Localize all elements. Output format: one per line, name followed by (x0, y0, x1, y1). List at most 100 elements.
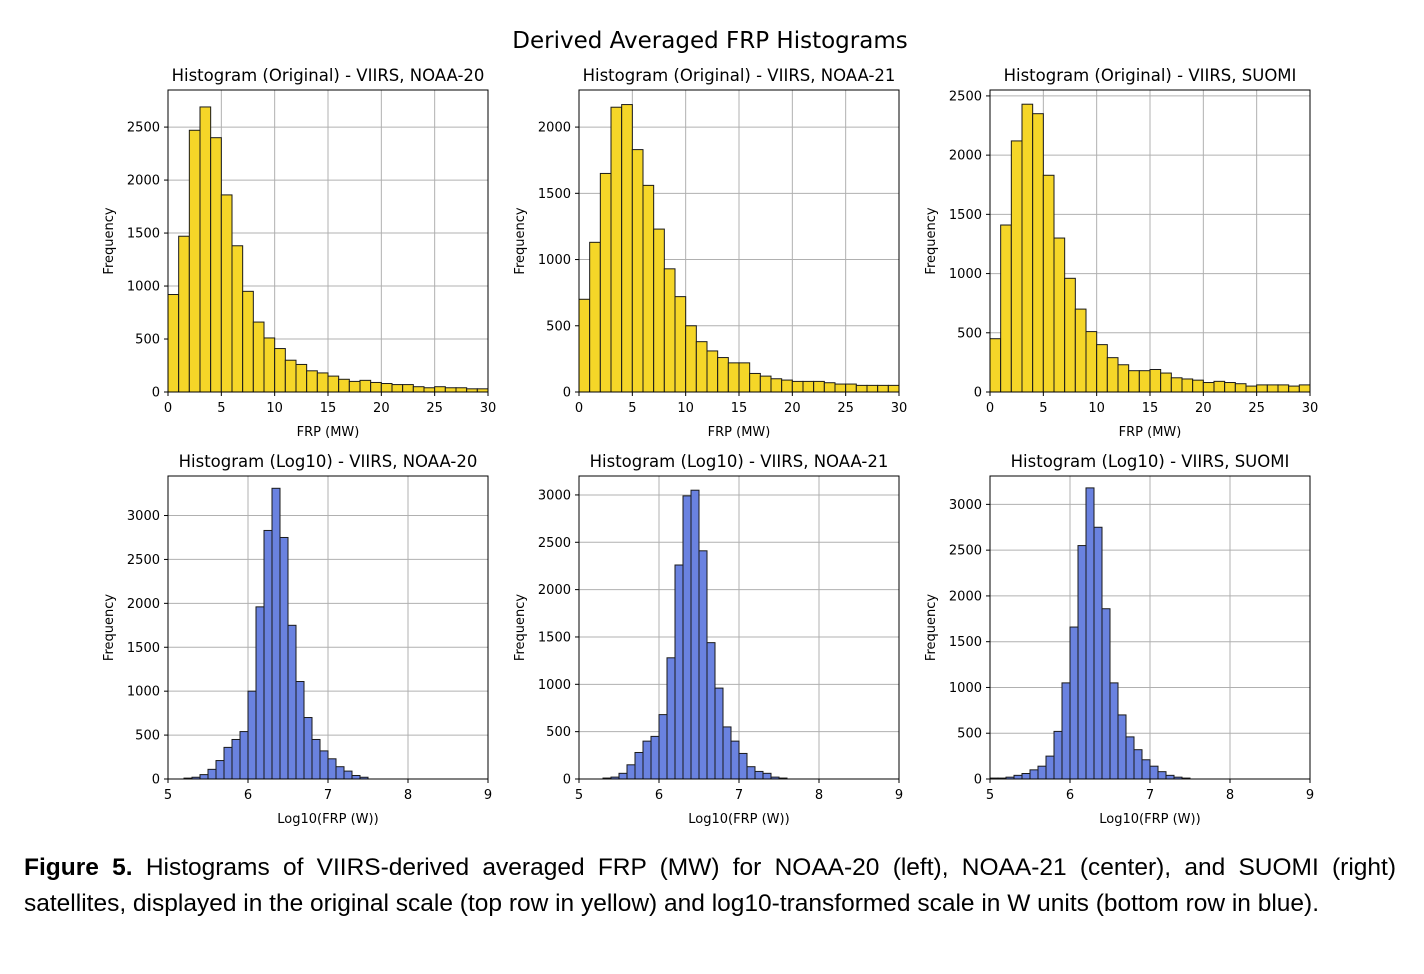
histogram-bar (1202, 382, 1215, 393)
y-tick-label: 0 (152, 386, 160, 401)
y-tick-label: 1000 (127, 685, 160, 700)
histogram-bar (578, 298, 591, 393)
histogram-bar (1045, 755, 1055, 780)
histogram-bar (199, 106, 212, 393)
histogram-bar (239, 731, 249, 780)
histogram-bar (877, 384, 889, 393)
x-axis-label: Log10(FRP (W)) (688, 812, 789, 827)
histogram-bar (621, 104, 633, 393)
x-tick-label: 6 (244, 788, 252, 803)
y-tick-label: 1500 (949, 208, 982, 223)
y-tick-label: 2500 (127, 553, 160, 568)
histogram-bar (1096, 344, 1108, 393)
histogram-bar (351, 774, 361, 780)
histogram-bar (1101, 608, 1111, 780)
histogram-bar (1109, 682, 1119, 780)
histogram-bar (989, 338, 1002, 393)
histogram-bar (1133, 749, 1143, 780)
x-tick-label: 6 (655, 788, 663, 803)
histogram-bar (1245, 385, 1258, 393)
y-tick-label: 500 (546, 725, 571, 740)
x-tick-label: 6 (1066, 788, 1074, 803)
y-tick-label: 0 (563, 386, 571, 401)
histogram-bar (311, 738, 321, 780)
y-axis-label: Frequency (513, 594, 528, 661)
x-tick-label: 30 (891, 401, 908, 416)
histogram-bar (391, 384, 404, 393)
y-tick-label: 2000 (127, 597, 160, 612)
y-tick-label: 0 (152, 773, 160, 788)
histogram-bar (1010, 140, 1023, 393)
histogram-bar (242, 290, 254, 393)
histogram-bar (1192, 379, 1204, 393)
histogram-bar (727, 362, 740, 393)
caption-label: Figure 5. (24, 854, 133, 881)
chart-title: Histogram (Original) - VIIRS, SUOMI (1004, 66, 1297, 85)
histogram-bar (1085, 331, 1098, 393)
histogram-bar (215, 760, 225, 780)
y-tick-label: 1000 (538, 678, 571, 693)
y-tick-label: 500 (135, 729, 160, 744)
figure-caption: Figure 5. Histograms of VIIRS-derived av… (24, 850, 1396, 922)
histogram-bar (698, 550, 708, 780)
histogram-bar (695, 341, 708, 393)
histogram-bar (722, 726, 732, 780)
histogram-bar (370, 381, 382, 393)
histogram-bar (327, 375, 340, 393)
histogram-bar (690, 489, 700, 780)
x-tick-label: 20 (1195, 401, 1212, 416)
histogram-bar (618, 772, 628, 780)
x-tick-label: 20 (784, 401, 801, 416)
histogram-bar (167, 294, 180, 393)
histogram-bar (263, 337, 276, 393)
histogram-bar (626, 764, 636, 780)
x-tick-label: 8 (404, 788, 412, 803)
figure: Derived Averaged FRP Histograms 0 5 10 15 20… (102, 28, 1318, 827)
histogram-bar (279, 536, 289, 780)
histogram-bar (1224, 382, 1236, 393)
histogram-bar (1106, 357, 1119, 393)
y-axis-label: Frequency (102, 207, 117, 274)
histogram-bar (1288, 385, 1300, 393)
histogram-bar (247, 690, 257, 780)
histogram-bar (1074, 308, 1087, 393)
histogram-bar (199, 774, 209, 780)
histogram-bar (188, 129, 201, 393)
x-tick-label: 0 (164, 401, 172, 416)
histogram-bar (1042, 174, 1055, 393)
y-tick-label: 500 (135, 333, 160, 348)
histogram-bar (316, 372, 329, 393)
histogram-bar (359, 379, 372, 393)
x-tick-label: 5 (217, 401, 225, 416)
y-tick-label: 2500 (538, 536, 571, 551)
histogram-bar (762, 772, 772, 780)
y-tick-label: 1500 (538, 187, 571, 202)
chart-panel-3: 0 5 10 15 20 25 30 0 500 1000 1500 2000 2500 Histogra… (924, 66, 1318, 440)
histogram-bar (1093, 526, 1103, 780)
histogram-bar (845, 383, 857, 393)
histogram-bar (1000, 224, 1012, 393)
histogram-bar (1053, 730, 1063, 780)
chart-title: Histogram (Original) - VIIRS, NOAA-21 (583, 66, 896, 85)
histogram-bar (1277, 384, 1290, 393)
histogram-bar (754, 770, 764, 780)
histogram-bar (738, 752, 748, 780)
x-tick-label: 9 (484, 788, 492, 803)
histogram-bar (338, 378, 350, 393)
histogram-bar (706, 642, 716, 780)
histogram-bar (1149, 368, 1162, 393)
x-tick-label: 5 (575, 788, 583, 803)
chart-panel-5: 5 6 7 8 9 0 500 1000 1500 2000 2500 3000 Histogram (… (513, 452, 903, 827)
y-tick-label: 3000 (538, 488, 571, 503)
x-tick-label: 20 (373, 401, 390, 416)
histogram-bar (1138, 370, 1151, 393)
histogram-bar (866, 384, 879, 393)
histogram-bar (1128, 370, 1140, 393)
histogram-bar (1160, 372, 1172, 393)
histogram-bar (674, 296, 687, 393)
y-tick-label: 500 (546, 319, 571, 334)
histogram-bar (343, 770, 353, 780)
histogram-bar (1061, 682, 1071, 780)
histogram-bar (1213, 380, 1226, 393)
x-tick-label: 15 (1142, 401, 1159, 416)
